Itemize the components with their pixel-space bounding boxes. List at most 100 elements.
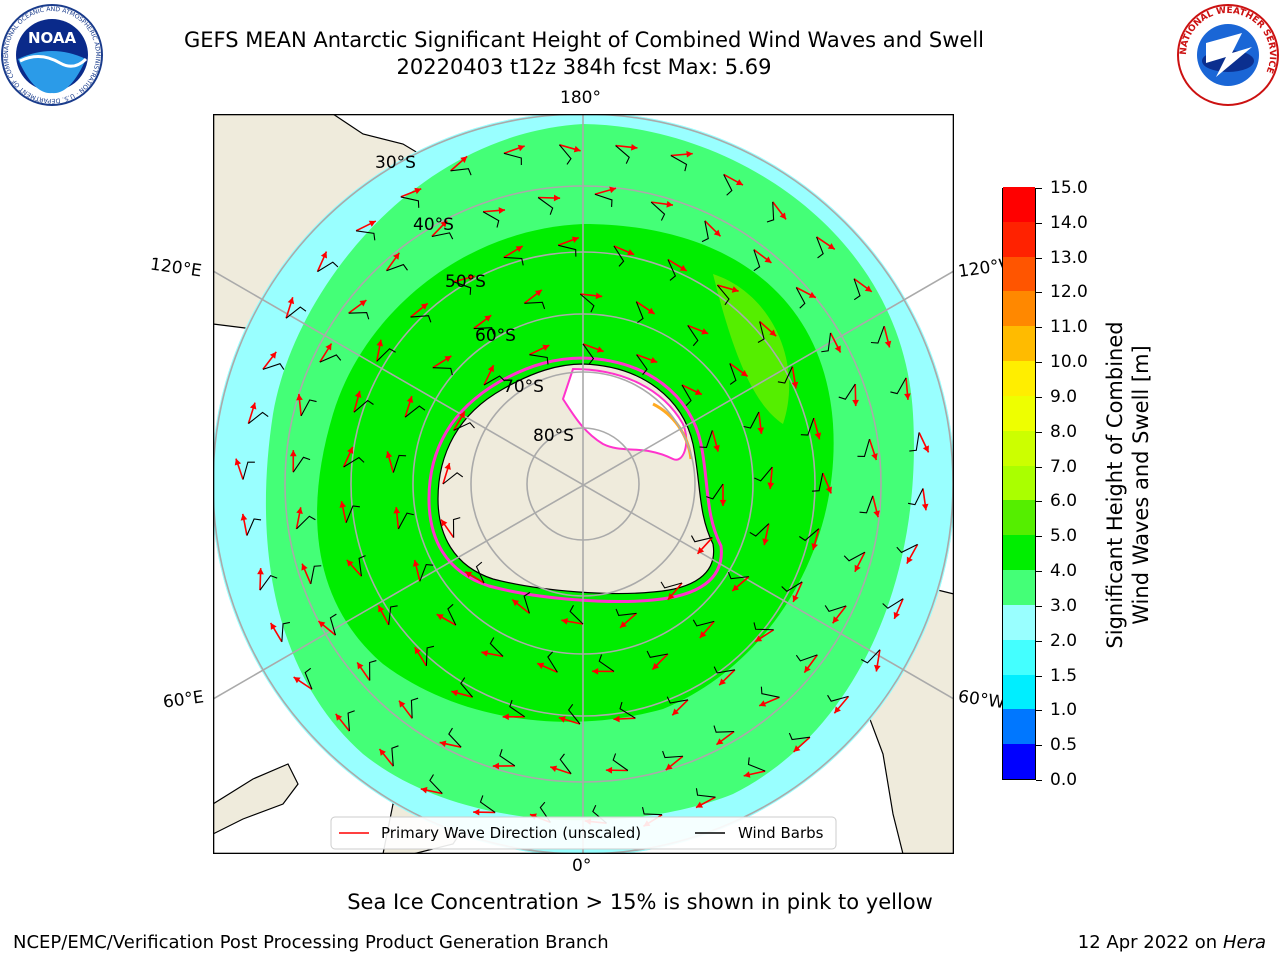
- colorbar-tick-label: 15.0: [1050, 178, 1088, 198]
- wind-barb: [348, 311, 370, 320]
- wind-barb: [821, 332, 832, 353]
- wind-barb: [690, 535, 713, 543]
- wind-barb: [329, 613, 337, 636]
- colorbar-tick-mark: [1036, 536, 1042, 538]
- wave-arrow-head: [515, 246, 523, 253]
- wind-barb: [636, 354, 648, 376]
- wave-arrow-head: [420, 786, 428, 794]
- wind-barb: [355, 230, 376, 241]
- wave-arrow-head: [359, 300, 367, 307]
- wind-barb: [907, 488, 924, 506]
- wind-barb: [795, 287, 806, 309]
- wave-arrow-head: [757, 427, 765, 434]
- wave-arrow-head: [716, 738, 724, 745]
- wind-barb: [727, 571, 749, 580]
- colorbar-segment: [1003, 187, 1035, 222]
- sea-ice-footnote: Sea Ice Concentration > 15% is shown in …: [347, 890, 933, 914]
- wind-barb: [824, 605, 847, 612]
- wave-arrow-head: [719, 499, 727, 506]
- wave-arrow-head: [893, 611, 900, 619]
- wave-arrow-head: [320, 251, 328, 259]
- colorbar-tick-mark: [1036, 710, 1042, 712]
- chart-subtitle: 20220403 t12z 384h fcst Max: 5.69: [396, 55, 772, 79]
- colorbar-segment: [1003, 709, 1035, 745]
- lat-label-70s: 70°S: [503, 377, 544, 397]
- wind-barb: [713, 725, 735, 733]
- wind-barb: [376, 348, 396, 362]
- wind-barb: [795, 654, 818, 662]
- colorbar-tick-mark: [1036, 780, 1042, 781]
- wave-arrow-head: [537, 662, 545, 669]
- wind-barb: [391, 745, 399, 767]
- lat-label-40s: 40°S: [413, 215, 454, 235]
- lon-label-60e: 60°E: [161, 687, 206, 713]
- legend-barb-label: Wind Barbs: [738, 824, 824, 842]
- wave-arrow-head: [672, 708, 680, 716]
- wave-arrow-head: [293, 677, 301, 684]
- colorbar-segment: [1003, 430, 1035, 466]
- wave-arrow-head: [832, 616, 840, 624]
- wind-barb: [400, 196, 420, 208]
- wind-barb: [662, 750, 683, 759]
- wave-arrow-head: [696, 801, 704, 808]
- wave-arrow-head: [498, 207, 506, 214]
- wind-barb: [343, 456, 365, 468]
- wind-barb: [788, 732, 811, 741]
- wind-barb: [345, 505, 360, 523]
- wind-barb: [909, 432, 920, 452]
- wind-barb: [650, 201, 666, 221]
- credit-host: Hera: [1222, 932, 1266, 953]
- wind-barb: [812, 472, 824, 492]
- wind-barb: [300, 399, 317, 417]
- wind-barb: [870, 325, 885, 344]
- wind-barb: [310, 565, 322, 585]
- wind-barb: [281, 621, 290, 642]
- wave-arrow-head: [740, 370, 748, 377]
- wind-barb: [827, 694, 849, 702]
- wave-arrow-head: [605, 766, 613, 774]
- wave-arrow-head: [619, 621, 627, 628]
- wave-arrow-head: [571, 236, 579, 243]
- wave-arrow-head: [439, 740, 447, 748]
- wave-arrow-head: [884, 340, 892, 348]
- wind-barb: [753, 249, 761, 272]
- wave-arrow-head: [441, 519, 448, 527]
- legend-wave-label: Primary Wave Direction (unscaled): [381, 824, 641, 842]
- colorbar-tick-label: 6.0: [1050, 491, 1078, 512]
- wind-barb: [358, 555, 366, 577]
- wave-arrow-head: [357, 662, 364, 670]
- wave-arrow-head: [808, 291, 816, 298]
- colorbar-segment: [1003, 639, 1035, 675]
- wave-arrow-head: [852, 399, 859, 407]
- wind-barb: [579, 293, 595, 313]
- wave-arrow-head: [414, 187, 422, 195]
- wave-arrow-head: [269, 351, 277, 359]
- wave-arrow-head: [630, 143, 638, 151]
- colorbar-tick-mark: [1036, 605, 1042, 607]
- wind-barb: [442, 472, 464, 485]
- wave-arrow-head: [481, 650, 489, 657]
- wind-barb: [499, 749, 516, 767]
- lon-label-60w: 60°W: [956, 686, 1007, 714]
- wave-arrow-head: [487, 365, 494, 373]
- wind-barb: [695, 788, 716, 798]
- colorbar-tick-label: 3.0: [1050, 595, 1078, 616]
- wave-arrow-head: [561, 617, 568, 625]
- meridian-60e-120w: [213, 270, 954, 700]
- wind-barb: [246, 518, 262, 536]
- wind-barb: [713, 666, 736, 674]
- wave-arrow-head: [393, 252, 400, 260]
- wave-arrow-head: [666, 200, 673, 208]
- wind-barb: [524, 301, 546, 310]
- wind-barb: [503, 256, 524, 266]
- wind-barb: [317, 261, 339, 273]
- wind-barb: [701, 220, 709, 243]
- wind-barb: [397, 512, 414, 530]
- colorbar-tick-label: 8.0: [1050, 421, 1078, 442]
- wave-arrow-head: [436, 614, 444, 621]
- colorbar-tick-mark: [1036, 257, 1042, 259]
- wind-barb: [838, 383, 856, 400]
- wind-barb: [699, 430, 713, 449]
- wave-arrow-head: [793, 745, 801, 752]
- wave-arrow-head: [558, 716, 566, 723]
